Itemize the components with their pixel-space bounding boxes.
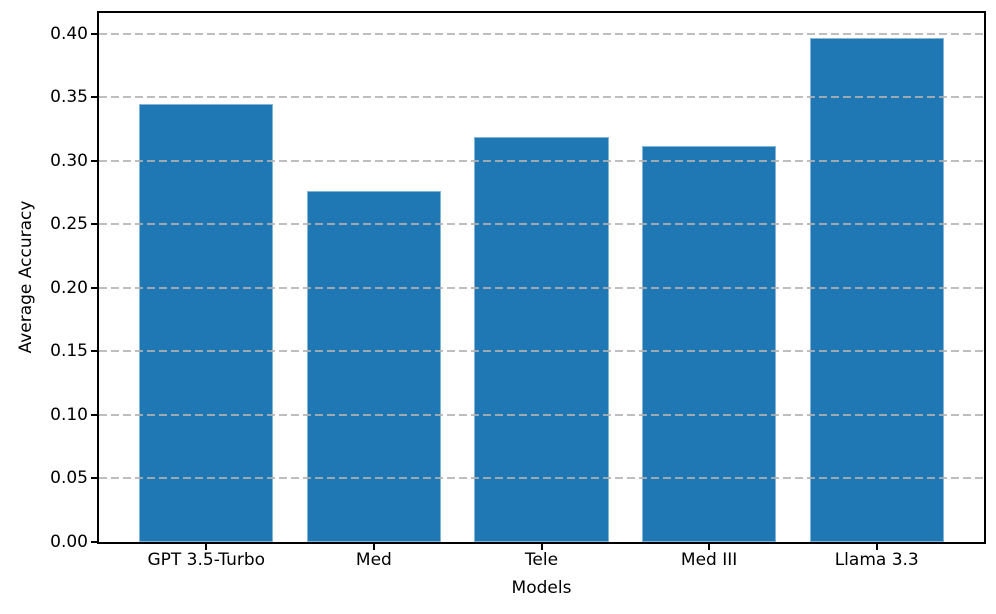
x-tick-label: Med III: [680, 550, 738, 570]
bars-layer: [99, 13, 984, 542]
x-tick-label: GPT 3.5-Turbo: [147, 550, 266, 570]
x-axis-label: Models: [511, 578, 572, 598]
bar-llama-3-3: [809, 37, 944, 542]
bar-tele: [474, 136, 609, 542]
x-tick-label: Med: [355, 550, 392, 570]
y-tick-mark: [91, 350, 97, 353]
y-tick-mark: [91, 32, 97, 35]
y-tick-label: 0.40: [50, 23, 88, 44]
y-tick-mark: [91, 223, 97, 226]
y-tick-mark: [91, 96, 97, 99]
y-tick-mark: [91, 159, 97, 162]
y-tick-mark: [91, 477, 97, 480]
x-tick-label: Llama 3.3: [834, 550, 919, 570]
x-tick-mark: [708, 544, 711, 550]
plot-area: [97, 11, 986, 544]
y-tick-label: 0.05: [50, 468, 88, 489]
y-tick-label: 0.10: [50, 404, 88, 425]
y-tick-label: 0.20: [50, 277, 88, 298]
x-tick-label: Tele: [524, 550, 559, 570]
y-tick-label: 0.25: [50, 214, 88, 235]
y-tick-label: 0.15: [50, 341, 88, 362]
x-tick-mark: [372, 544, 375, 550]
bar-med: [306, 191, 441, 542]
x-tick-mark: [875, 544, 878, 550]
y-tick-label: 0.30: [50, 150, 88, 171]
bar-gpt-3-5-turbo: [139, 103, 274, 542]
y-tick-label: 0.35: [50, 87, 88, 108]
y-tick-label: 0.00: [50, 532, 88, 552]
y-tick-mark: [91, 413, 97, 416]
bar-med-iii: [642, 145, 777, 542]
y-tick-mark: [91, 541, 97, 543]
x-tick-mark: [540, 544, 543, 550]
x-tick-mark: [205, 544, 208, 550]
y-tick-mark: [91, 286, 97, 289]
